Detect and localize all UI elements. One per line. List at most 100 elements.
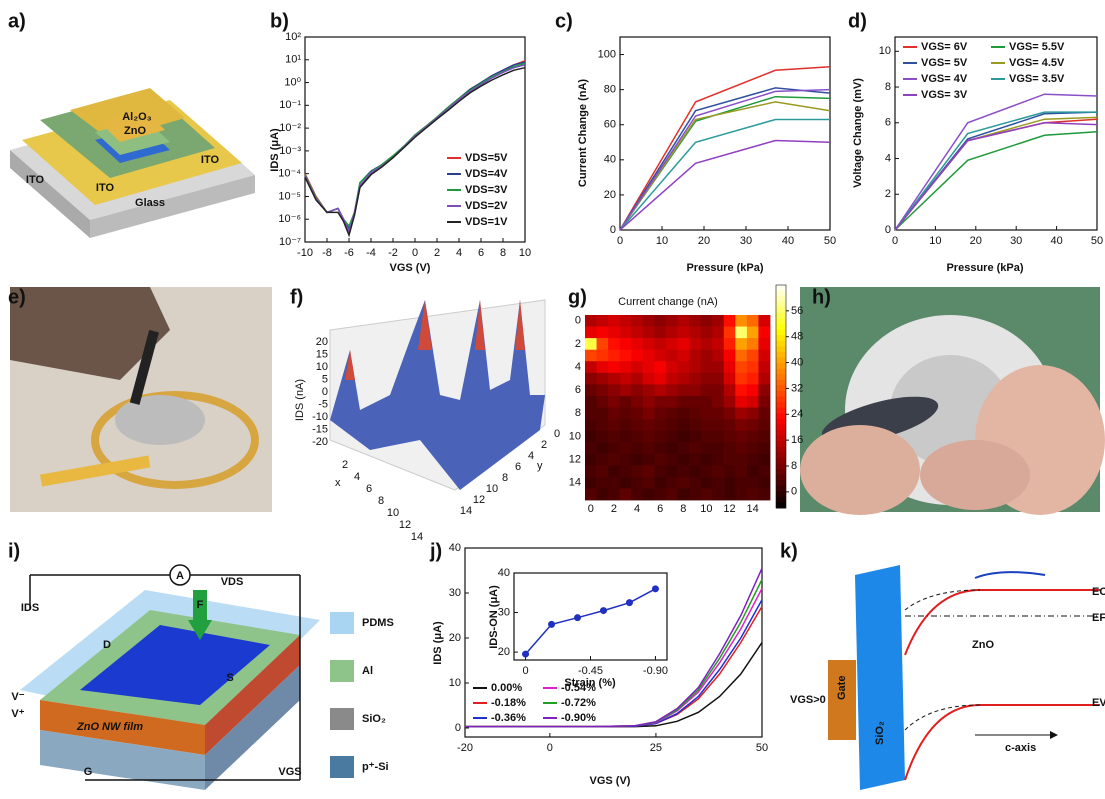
heat-cell: [758, 396, 770, 408]
layer-label: ITO: [96, 182, 115, 194]
heat-cell: [712, 419, 724, 431]
heat-cell: [689, 477, 701, 489]
y-tick-label: 30: [449, 587, 461, 599]
y-tick-label: 10⁻¹: [279, 99, 301, 111]
colorbar-step: [776, 313, 786, 319]
heat-cell: [597, 315, 609, 327]
z-tick-label: 5: [322, 373, 328, 385]
heat-cell: [585, 361, 597, 373]
heat-cell: [747, 350, 759, 362]
surface-3d: [330, 300, 545, 490]
heat-cell: [712, 431, 724, 443]
colorbar-step: [776, 330, 786, 336]
heat-cell: [758, 465, 770, 477]
x-tick-label: 14: [747, 503, 759, 515]
heat-cell: [643, 442, 655, 454]
y-tick-label: 10: [879, 45, 891, 57]
heat-cell: [701, 338, 713, 350]
heat-cell: [631, 396, 643, 408]
heat-cell: [666, 396, 678, 408]
legend-label: VDS=1V: [465, 216, 508, 228]
y-tick-label: 10⁰: [284, 76, 301, 88]
y-tick-label: 0: [575, 315, 581, 327]
heat-cell: [643, 477, 655, 489]
heat-cell: [689, 431, 701, 443]
heat-cell: [631, 488, 643, 500]
heat-cell: [666, 315, 678, 327]
heat-cell: [735, 408, 747, 420]
y-tick-label: 80: [604, 84, 616, 96]
y-tick-label: 8: [885, 81, 891, 93]
heat-cell: [654, 396, 666, 408]
series-line: [895, 112, 1097, 230]
heat-cell: [608, 315, 620, 327]
heat-cell: [678, 477, 690, 489]
heat-cell: [666, 408, 678, 420]
heat-cell: [620, 488, 632, 500]
heat-cell: [678, 442, 690, 454]
heat-cell: [597, 373, 609, 385]
diagram-label: V⁺: [11, 708, 24, 720]
legend-label: VGS= 5.5V: [1009, 41, 1065, 53]
y-tick-label: 8: [502, 472, 508, 484]
y-tick-label: 10⁻²: [279, 122, 301, 134]
diagram-label: F: [197, 599, 204, 611]
y-tick-label: 12: [473, 494, 485, 506]
heat-cell: [597, 350, 609, 362]
heat-cell: [678, 315, 690, 327]
y-tick-label: 40: [604, 154, 616, 166]
diagram-label: ZnO: [972, 639, 994, 651]
x-tick-label: 50: [1091, 235, 1103, 247]
heat-cell: [585, 442, 597, 454]
legend-label: VGS= 4V: [921, 73, 968, 85]
diagram-label: Gate: [836, 676, 848, 700]
heat-cell: [747, 327, 759, 339]
heat-cell: [735, 327, 747, 339]
x-tick-label: -4: [366, 247, 376, 259]
x-tick-label: -10: [297, 247, 313, 259]
x-tick-label: 0: [892, 235, 898, 247]
diagram-label: D: [103, 639, 111, 651]
heat-cell: [643, 384, 655, 396]
x-tick-label: 0: [412, 247, 418, 259]
heat-cell: [747, 488, 759, 500]
heat-cell: [689, 408, 701, 420]
y-axis-label: IDS (μA): [269, 128, 281, 172]
legend-label: -0.72%: [561, 697, 596, 709]
heat-cell: [585, 350, 597, 362]
x-tick-label: 0: [617, 235, 623, 247]
heat-cell: [666, 431, 678, 443]
colorbar-step: [776, 346, 786, 352]
heat-cell: [620, 431, 632, 443]
heat-cell: [758, 361, 770, 373]
colorbar-step: [776, 363, 786, 369]
heat-cell: [747, 315, 759, 327]
heat-cell: [643, 350, 655, 362]
x-tick-label: -0.45: [578, 665, 603, 677]
legend-label: PDMS: [362, 617, 394, 629]
legend-label: 0.00%: [491, 682, 522, 694]
series-line: [620, 90, 830, 230]
y-tick-label: 10⁻⁵: [278, 190, 301, 202]
heat-cell: [620, 465, 632, 477]
y-tick-label: 6: [515, 461, 521, 473]
x-tick-label: 8: [378, 495, 384, 507]
heat-cell: [701, 488, 713, 500]
heat-cell: [724, 396, 736, 408]
colorbar-step: [776, 424, 786, 430]
heat-cell: [597, 465, 609, 477]
colorbar-step: [776, 357, 786, 363]
heat-cell: [678, 338, 690, 350]
heat-cell: [620, 384, 632, 396]
heat-cell: [654, 338, 666, 350]
colorbar-tick-label: 8: [791, 460, 797, 472]
colorbar-step: [776, 397, 786, 403]
heat-cell: [712, 454, 724, 466]
y-tick-label: 40: [498, 567, 510, 579]
heat-cell: [724, 477, 736, 489]
heat-cell: [608, 431, 620, 443]
x-tick-label: 8: [500, 247, 506, 259]
y-tick-label: 14: [569, 477, 581, 489]
heat-cell: [735, 488, 747, 500]
heat-cell: [666, 384, 678, 396]
